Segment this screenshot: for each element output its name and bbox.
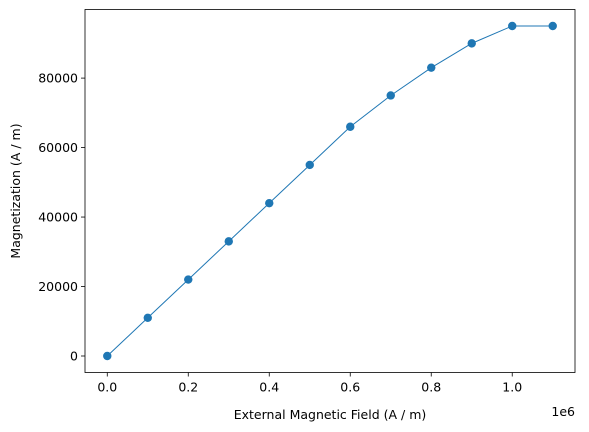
data-point — [143, 313, 152, 322]
plot-frame — [84, 9, 576, 373]
x-axis-offset-label: 1e6 — [551, 404, 575, 419]
x-tick-label: 0.0 — [97, 380, 117, 395]
data-point — [508, 21, 517, 31]
data-point — [427, 63, 436, 72]
data-point — [386, 91, 395, 100]
y-axis: 0 20000 40000 60000 80000 — [38, 71, 85, 364]
data-point — [184, 275, 193, 284]
y-tick-label: 80000 — [38, 71, 78, 86]
y-axis-title: Magnetization (A / m) — [8, 123, 23, 258]
y-tick-label: 60000 — [38, 140, 78, 155]
x-tick-label: 1.0 — [502, 380, 522, 395]
plot-marks — [103, 21, 557, 361]
data-point — [224, 237, 233, 246]
x-tick-label: 0.2 — [178, 380, 198, 395]
x-axis-title: External Magnetic Field (A / m) — [234, 407, 427, 422]
data-point — [548, 21, 557, 31]
x-tick-label: 0.8 — [421, 380, 441, 395]
data-point — [305, 160, 314, 170]
y-tick-label: 40000 — [38, 210, 78, 225]
data-point — [103, 351, 112, 361]
y-tick-label: 20000 — [38, 279, 78, 294]
x-tick-label: 0.4 — [259, 380, 279, 395]
x-axis: 0.0 0.2 0.4 0.6 0.8 1.0 — [97, 372, 522, 395]
data-point — [265, 198, 274, 208]
y-tick-label: 0 — [70, 349, 78, 364]
data-point — [467, 39, 476, 48]
x-tick-label: 0.6 — [340, 380, 360, 395]
series-line — [106, 25, 553, 357]
data-point — [346, 122, 355, 131]
